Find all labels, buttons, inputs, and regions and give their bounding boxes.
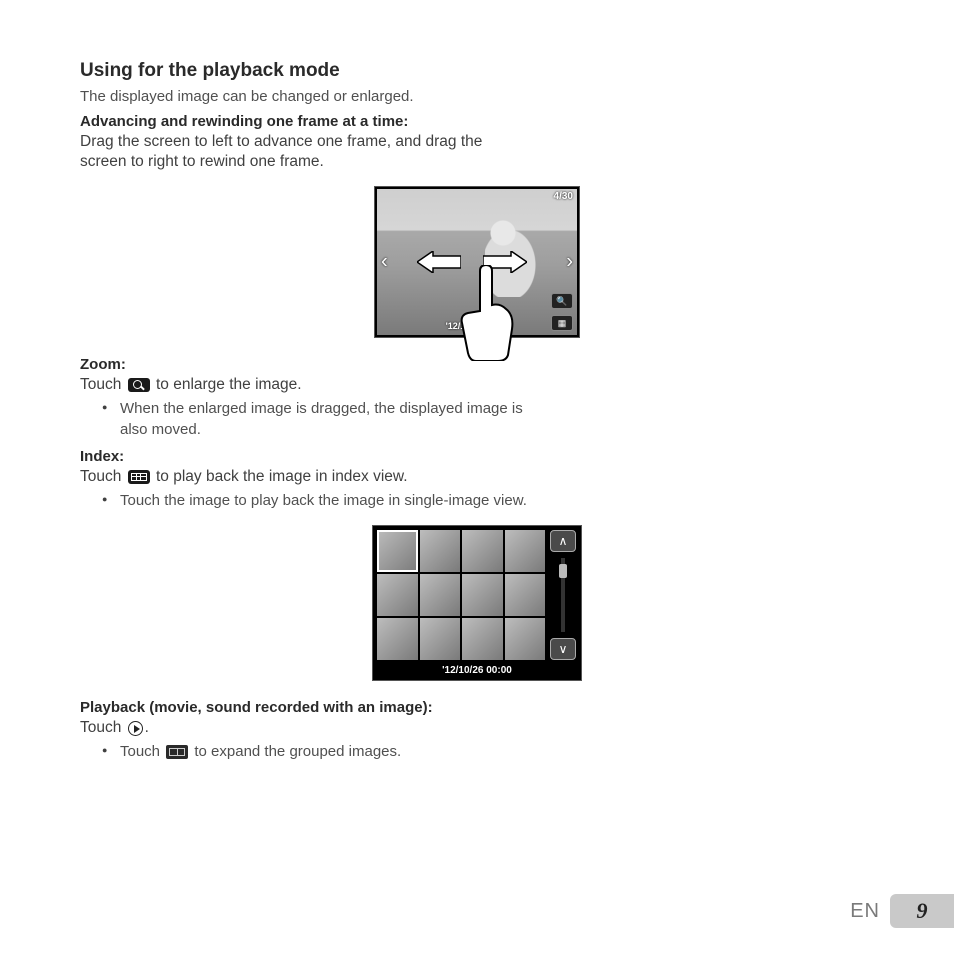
magnify-icon (128, 378, 150, 392)
thumbnail (462, 530, 503, 572)
thumbnail (377, 618, 418, 660)
intro-text: The displayed image can be changed or en… (80, 88, 874, 105)
scroll-track (561, 558, 565, 632)
thumbnail (505, 574, 546, 616)
advancing-heading: Advancing and rewinding one frame at a t… (80, 113, 874, 130)
zoom-bullet: When the enlarged image is dragged, the … (120, 399, 540, 440)
expand-group-icon (166, 745, 188, 759)
thumbnail-grid (377, 530, 545, 660)
playback-body: Touch . (80, 718, 874, 738)
index-prefix: Touch (80, 468, 126, 485)
language-label: EN (850, 900, 880, 923)
zoom-prefix: Touch (80, 376, 126, 393)
thumbnail (420, 618, 461, 660)
index-heading: Index: (80, 448, 874, 465)
lcd-index-screen: ∧ ∨ '12/10/26 00:00 (372, 525, 582, 681)
playback-heading: Playback (movie, sound recorded with an … (80, 699, 874, 716)
playback-prefix: Touch (80, 719, 126, 736)
thumbnail (462, 574, 503, 616)
swipe-left-arrow-icon (417, 251, 461, 273)
zoom-body: Touch to enlarge the image. (80, 375, 874, 395)
page-footer: EN 9 (850, 894, 954, 928)
grid-icon (128, 470, 150, 484)
thumbnail (377, 530, 418, 572)
chevron-left-icon: ‹ (381, 251, 388, 274)
index-button-icon: ▦ (551, 315, 573, 331)
lcd-swipe-screen: 4/30 ‹ › 🔍 ▦ '12/10/26 12:30 (374, 186, 580, 338)
chevron-right-icon: › (566, 251, 573, 274)
index-figure: ∧ ∨ '12/10/26 00:00 (80, 525, 874, 681)
scroll-up-button: ∧ (550, 530, 576, 552)
scroll-down-button: ∨ (550, 638, 576, 660)
swipe-figure: 4/30 ‹ › 🔍 ▦ '12/10/26 12:30 (80, 186, 874, 338)
playback-suffix: . (145, 719, 149, 736)
section-title: Using for the playback mode (80, 60, 874, 82)
thumbnail (505, 530, 546, 572)
frame-counter: 4/30 (554, 191, 573, 202)
page-number-tab: 9 (890, 894, 954, 928)
thumbnail (462, 618, 503, 660)
scroll-column: ∧ ∨ (549, 530, 577, 660)
play-icon (128, 721, 143, 736)
playback-bullet-suffix: to expand the grouped images. (190, 743, 401, 760)
index-timestamp: '12/10/26 00:00 (375, 665, 579, 676)
zoom-suffix: to enlarge the image. (152, 376, 302, 393)
hand-gesture-icon (460, 265, 516, 361)
playback-bullet-prefix: Touch (120, 743, 164, 760)
page-number: 9 (917, 898, 928, 924)
thumbnail (377, 574, 418, 616)
zoom-button-icon: 🔍 (551, 293, 573, 309)
advancing-body: Drag the screen to left to advance one f… (80, 132, 520, 172)
thumbnail (420, 574, 461, 616)
index-bullet: Touch the image to play back the image i… (120, 491, 540, 511)
index-suffix: to play back the image in index view. (152, 468, 408, 485)
thumbnail (420, 530, 461, 572)
thumbnail (505, 618, 546, 660)
index-body: Touch to play back the image in index vi… (80, 467, 874, 487)
playback-bullet: Touch to expand the grouped images. (120, 742, 540, 762)
